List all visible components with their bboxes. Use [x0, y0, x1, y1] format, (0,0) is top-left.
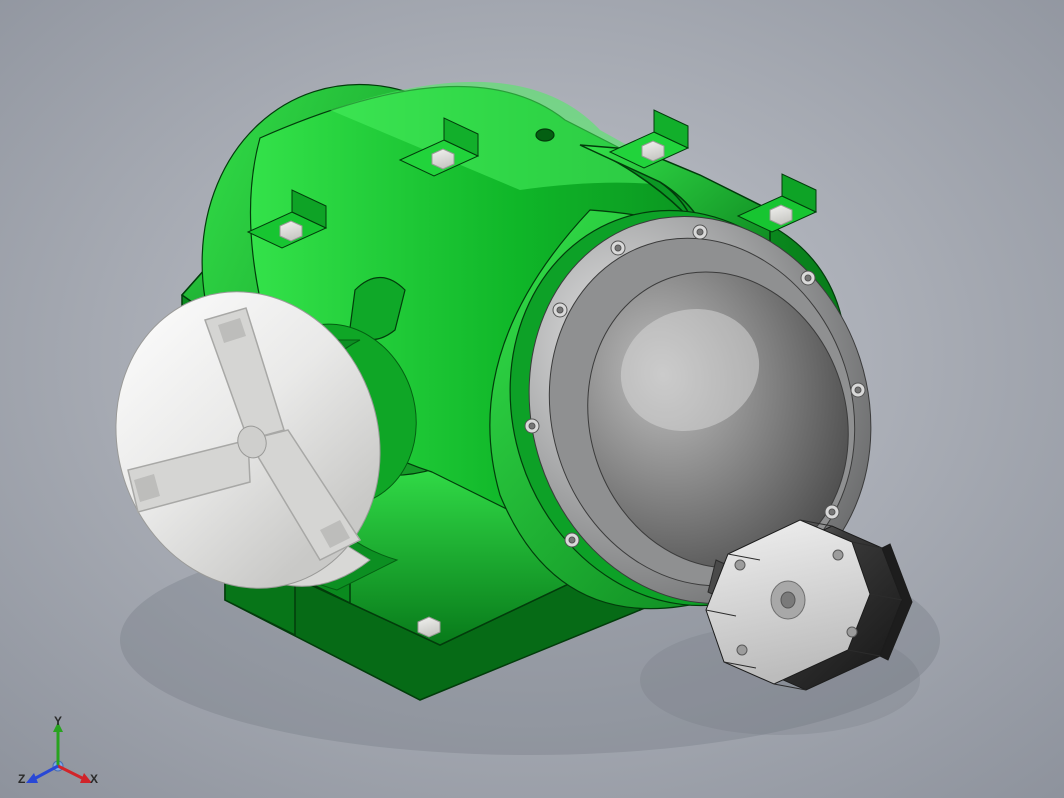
triad-axis-y — [53, 722, 63, 766]
triad-label-y: Y — [54, 714, 62, 728]
triad-label-z: Z — [18, 772, 25, 786]
viewport-background — [0, 0, 1064, 798]
triad-axis-z — [26, 766, 58, 783]
view-orientation-triad[interactable]: Y X Z — [20, 718, 100, 788]
cad-3d-viewport[interactable]: Y X Z — [0, 0, 1064, 798]
triad-axis-x — [58, 766, 92, 783]
triad-label-x: X — [90, 772, 98, 786]
